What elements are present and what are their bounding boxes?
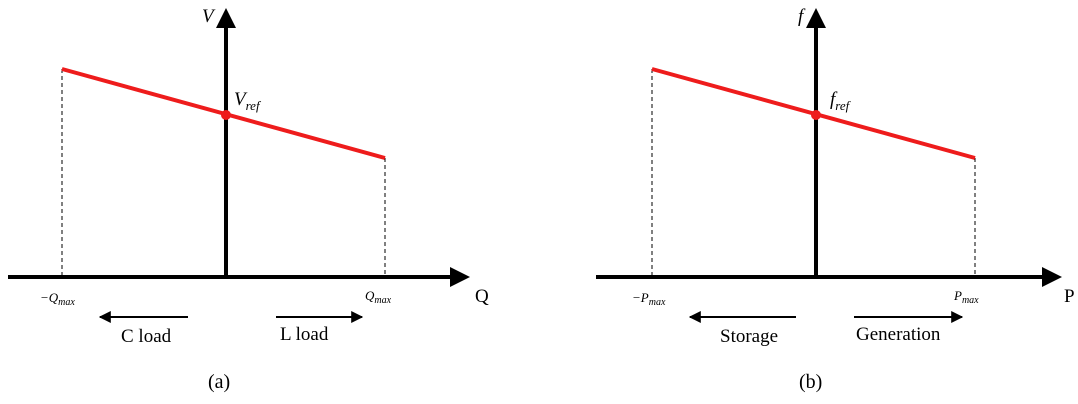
vref-label: Vref (234, 89, 262, 113)
panel-b: f P fref −Pmax Pmax Storage Generation (… (596, 6, 1075, 393)
c-load-label: C load (121, 326, 172, 347)
pmax-tick-label: Pmax (953, 288, 979, 306)
p-axis-label: P (1064, 286, 1075, 307)
fref-label: fref (830, 89, 852, 113)
q-axis-label: Q (475, 286, 489, 307)
f-axis-label: f (798, 6, 806, 27)
caption-b: (b) (799, 371, 822, 393)
qmin-tick-label: −Qmax (40, 290, 75, 308)
storage-label: Storage (720, 326, 778, 347)
generation-label: Generation (856, 324, 941, 345)
qmax-tick-label: Qmax (365, 288, 392, 306)
fref-point (811, 110, 821, 120)
panel-a: V Q Vref −Qmax Qmax C load L load (a) (8, 6, 489, 393)
vref-point (221, 110, 231, 120)
l-load-label: L load (280, 324, 329, 345)
v-axis-label: V (202, 6, 216, 27)
caption-a: (a) (208, 371, 230, 393)
pmin-tick-label: −Pmax (632, 290, 666, 308)
